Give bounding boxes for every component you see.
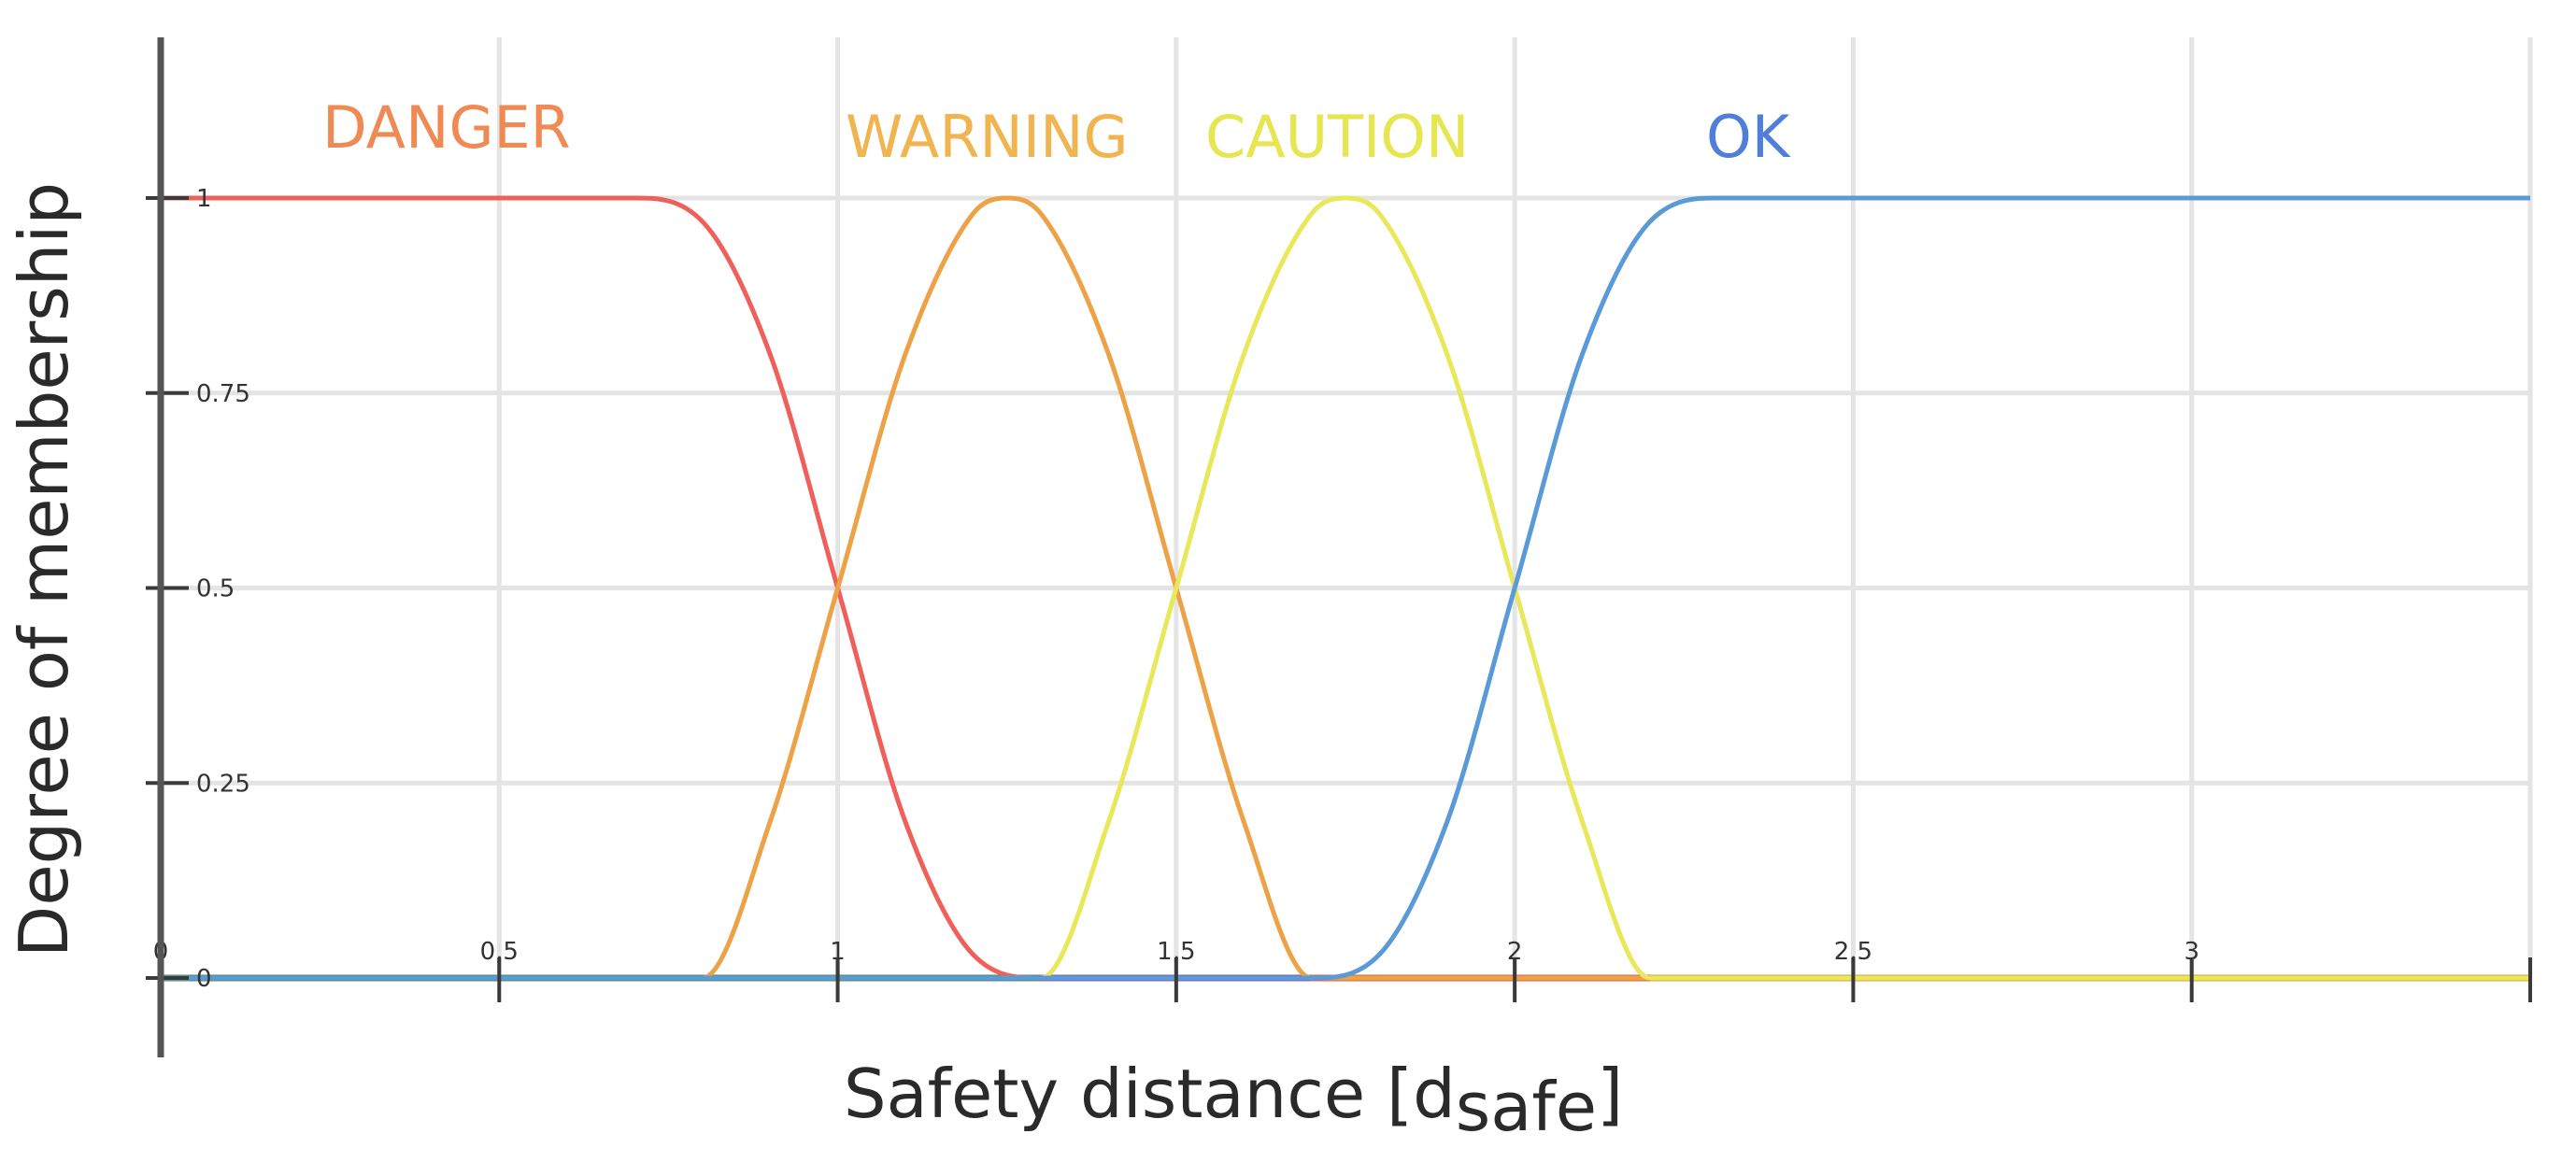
y-tick-label: 1 [196,185,212,213]
x-tick-label: 1 [830,938,846,966]
x-tick-label: 2 [1507,938,1523,966]
y-tick-label: 0.5 [196,575,235,603]
x-tick-label: 3 [2184,938,2199,966]
series-label-caution: CAUTION [1205,103,1469,171]
grid [161,37,2533,978]
series-label-ok: OK [1706,103,1791,171]
series-labels: DANGER WARNING CAUTION OK [322,93,1791,171]
series-line-ok [161,195,2530,981]
series-label-warning: WARNING [846,103,1129,171]
x-axis-title-main: Safety distance [d [844,1055,1456,1133]
x-axis-title-sub: safe [1456,1068,1597,1146]
y-axis-title: Degree of membership [5,182,83,957]
x-tick-label: 1,5 [1157,938,1195,966]
series-curves [161,195,2530,981]
y-tick-label: 0 [196,965,212,993]
series-line-caution [161,195,2530,981]
x-tick-label: 0,5 [480,938,519,966]
y-tick-label: 0.25 [196,770,250,798]
y-tick-label: 0.75 [196,380,250,408]
x-axis-title: Safety distance [dsafe] [844,1055,1623,1146]
x-tick-label: 2,5 [1834,938,1872,966]
series-label-danger: DANGER [322,93,571,162]
x-axis-title-close: ] [1597,1055,1623,1133]
